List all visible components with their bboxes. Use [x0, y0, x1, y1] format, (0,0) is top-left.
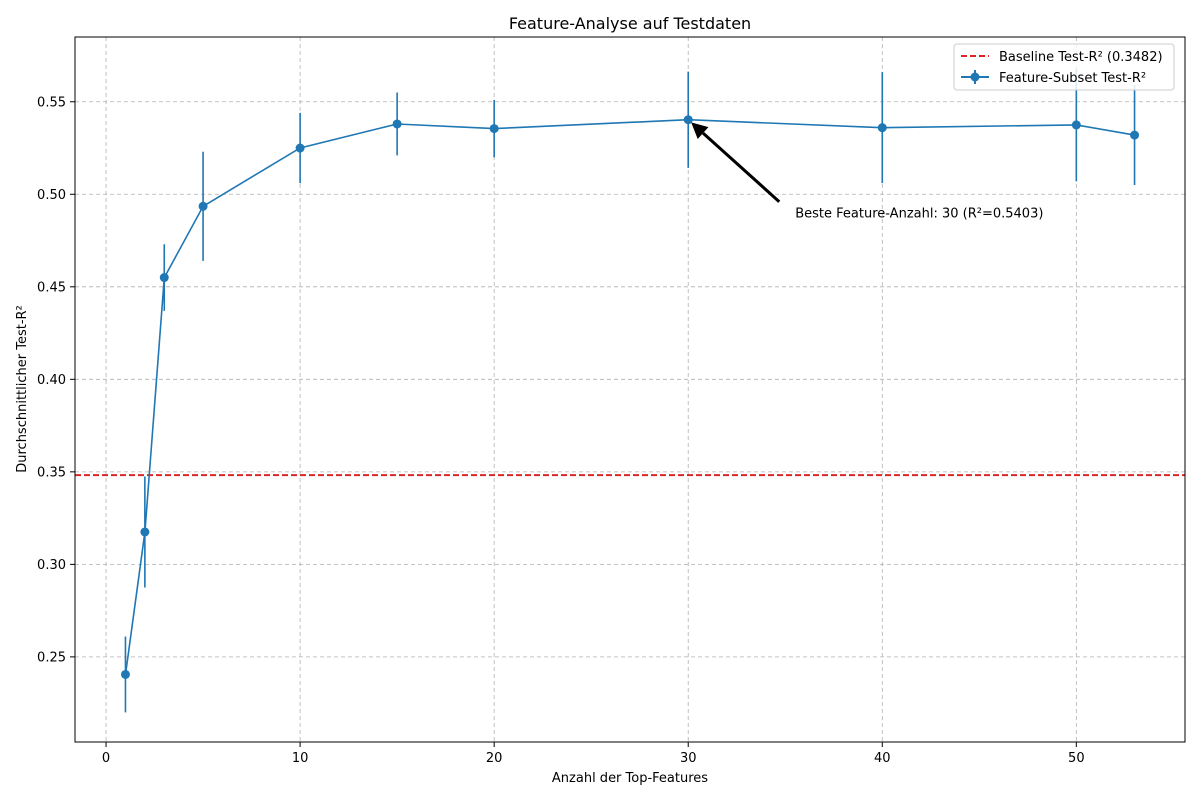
data-point	[1130, 130, 1140, 140]
chart-title: Feature-Analyse auf Testdaten	[509, 14, 751, 33]
data-point	[392, 119, 402, 129]
data-point	[683, 115, 693, 125]
y-tick-label: 0.30	[37, 558, 66, 573]
x-tick-label: 40	[874, 751, 891, 766]
data-point	[877, 123, 887, 133]
y-tick-label: 0.40	[37, 373, 66, 388]
plot-frame	[74, 36, 1186, 743]
data-point	[1071, 120, 1081, 130]
x-tick-label: 30	[680, 751, 697, 766]
x-tick-label: 0	[102, 751, 110, 766]
y-ticks: 0.25 0.30 0.35 0.40 0.45 0.50 0.55	[37, 95, 75, 665]
y-tick-label: 0.50	[37, 188, 66, 203]
data-point	[489, 124, 499, 134]
series-line	[124, 118, 1135, 675]
annotation-arrow-shaft	[702, 131, 781, 203]
y-tick-label: 0.35	[37, 465, 66, 480]
legend: Baseline Test-R² (0.3482) Feature-Subset…	[953, 43, 1175, 91]
grid-layer	[75, 37, 1185, 742]
data-point	[140, 527, 150, 537]
y-tick-label: 0.45	[37, 280, 66, 295]
x-tick-label: 10	[292, 751, 309, 766]
x-axis-label: Anzahl der Top-Features	[552, 771, 708, 786]
data-point	[120, 669, 130, 679]
data-point	[295, 143, 305, 153]
legend-series-marker	[970, 72, 980, 82]
annotation-layer: Beste Feature-Anzahl: 30 (R²=0.5403)	[691, 122, 1043, 222]
y-tick-label: 0.25	[37, 650, 66, 665]
legend-series-label: Feature-Subset Test-R²	[999, 71, 1146, 86]
x-ticks: 0 10 20 30 40 50	[102, 742, 1085, 766]
x-tick-label: 20	[486, 751, 503, 766]
legend-baseline-label: Baseline Test-R² (0.3482)	[999, 50, 1163, 65]
x-tick-label: 50	[1068, 751, 1085, 766]
y-axis-label: Durchschnittlicher Test-R²	[15, 305, 30, 473]
data-point	[159, 273, 169, 283]
series-layer	[120, 68, 1140, 713]
legend-box	[953, 43, 1175, 91]
y-tick-label: 0.55	[37, 95, 66, 110]
annotation-arrow-head	[691, 122, 709, 140]
annotation-label: Beste Feature-Anzahl: 30 (R²=0.5403)	[795, 207, 1043, 222]
data-point	[198, 201, 208, 211]
